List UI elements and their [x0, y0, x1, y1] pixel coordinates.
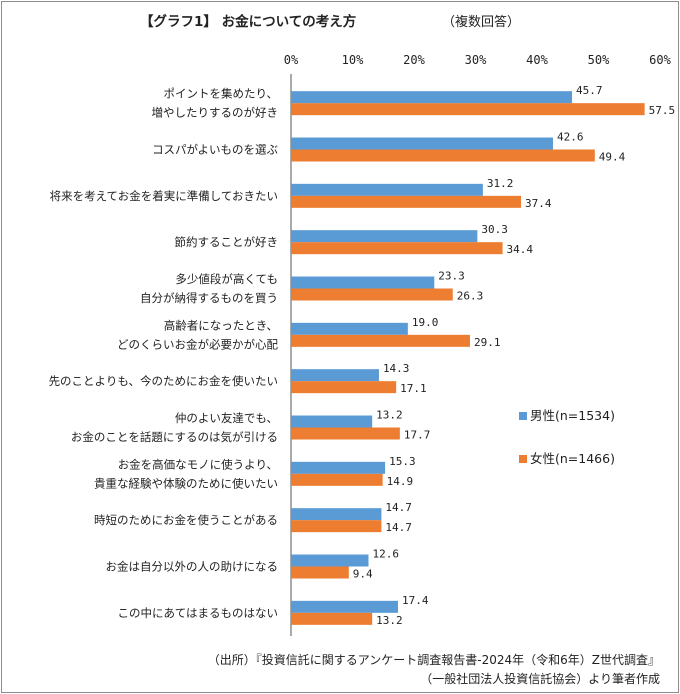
data-label: 49.4 — [599, 151, 626, 164]
bar-female — [291, 473, 383, 486]
data-label: 13.2 — [376, 409, 403, 422]
data-label: 17.4 — [402, 594, 429, 607]
x-tick-label: 0% — [284, 53, 299, 67]
x-tick-label: 10% — [342, 53, 364, 67]
data-label: 34.4 — [507, 243, 534, 256]
data-label: 9.4 — [353, 568, 373, 581]
bar-female — [291, 612, 373, 625]
data-label: 17.7 — [404, 429, 431, 442]
data-label: 12.6 — [372, 548, 399, 561]
x-tick-label: 60% — [649, 53, 671, 67]
category-label: お金は自分以外の人の助けになる — [106, 560, 279, 574]
bar-female — [291, 381, 397, 394]
category-label: 貴重な経験や体験のために使いたい — [94, 476, 278, 490]
category-label: 仲のよい友達でも、 — [175, 411, 278, 425]
data-label: 14.7 — [385, 501, 412, 514]
bar-male — [291, 369, 379, 382]
category-label: コスパがよいものを選ぶ — [152, 143, 278, 157]
category-label: 先のことよりも、今のためにお金を使いたい — [49, 374, 278, 388]
category-label: ポイントを集めたり、 — [163, 87, 278, 101]
data-label: 57.5 — [649, 104, 676, 117]
category-label: お金のことを話題にするのは気が引ける — [71, 430, 278, 444]
data-label: 19.0 — [412, 316, 439, 329]
bar-female — [291, 427, 400, 440]
x-tick-label: 30% — [465, 53, 487, 67]
category-label: 増やしたりするのが好き — [152, 106, 279, 120]
bar-male — [291, 461, 386, 474]
chart-subtitle: （複数回答） — [442, 14, 520, 30]
bar-male — [291, 554, 369, 567]
bar-male — [291, 276, 435, 289]
data-label: 31.2 — [487, 177, 514, 190]
data-label: 15.3 — [389, 455, 416, 468]
data-label: 14.9 — [387, 475, 414, 488]
source-note: （出所）『投資信託に関するアンケート調査報告書-2024年（令和6年）Z世代調査… — [208, 652, 660, 667]
chart-title: 【グラフ1】 お金についての考え方 — [140, 13, 356, 30]
bar-male — [291, 137, 553, 150]
x-tick-label: 40% — [526, 53, 548, 67]
data-label: 13.2 — [376, 614, 403, 627]
category-label: 多少値段が高くても — [175, 272, 278, 286]
category-label: どのくらいお金が必要かが心配 — [117, 337, 278, 351]
category-label: 自分が納得するものを買う — [140, 291, 278, 305]
bar-male — [291, 183, 483, 196]
bar-male — [291, 600, 399, 613]
data-label: 42.6 — [557, 131, 584, 144]
bar-male — [291, 508, 382, 521]
bar-male — [291, 230, 478, 243]
legend-entry: 男性(n=1534) — [530, 408, 615, 423]
data-label: 23.3 — [438, 270, 465, 283]
legend-swatch — [519, 455, 527, 463]
bar-female — [291, 334, 470, 347]
bar-female — [291, 242, 503, 255]
category-label: 節約することが好き — [175, 235, 279, 249]
data-label: 26.3 — [457, 290, 484, 303]
bar-female — [291, 288, 453, 301]
category-label: 将来を考えてお金を着実に準備しておきたい — [50, 189, 278, 203]
bar-male — [291, 91, 573, 104]
category-label: 時短のためにお金を使うことがある — [94, 513, 278, 527]
category-label: この中にあてはまるものはない — [117, 606, 278, 620]
bar-female — [291, 566, 349, 579]
bar-female — [291, 103, 645, 116]
bar-female — [291, 149, 595, 162]
source-note: （一般社団法人投資信託協会）より筆者作成 — [420, 671, 660, 686]
legend-entry: 女性(n=1466) — [530, 451, 615, 466]
data-label: 14.3 — [383, 362, 410, 375]
x-tick-label: 20% — [403, 53, 425, 67]
data-label: 37.4 — [525, 197, 552, 210]
data-label: 14.7 — [385, 521, 412, 534]
data-label: 45.7 — [576, 84, 603, 97]
data-label: 17.1 — [400, 382, 427, 395]
bar-female — [291, 520, 382, 533]
bar-female — [291, 195, 522, 208]
category-label: 高齢者になったとき、 — [164, 318, 278, 332]
bar-male — [291, 322, 408, 335]
x-tick-label: 50% — [588, 53, 610, 67]
bar-male — [291, 415, 373, 428]
category-label: お金を高価なモノに使うより、 — [118, 457, 278, 471]
data-label: 29.1 — [474, 336, 501, 349]
legend-swatch — [519, 412, 527, 420]
data-label: 30.3 — [481, 223, 508, 236]
